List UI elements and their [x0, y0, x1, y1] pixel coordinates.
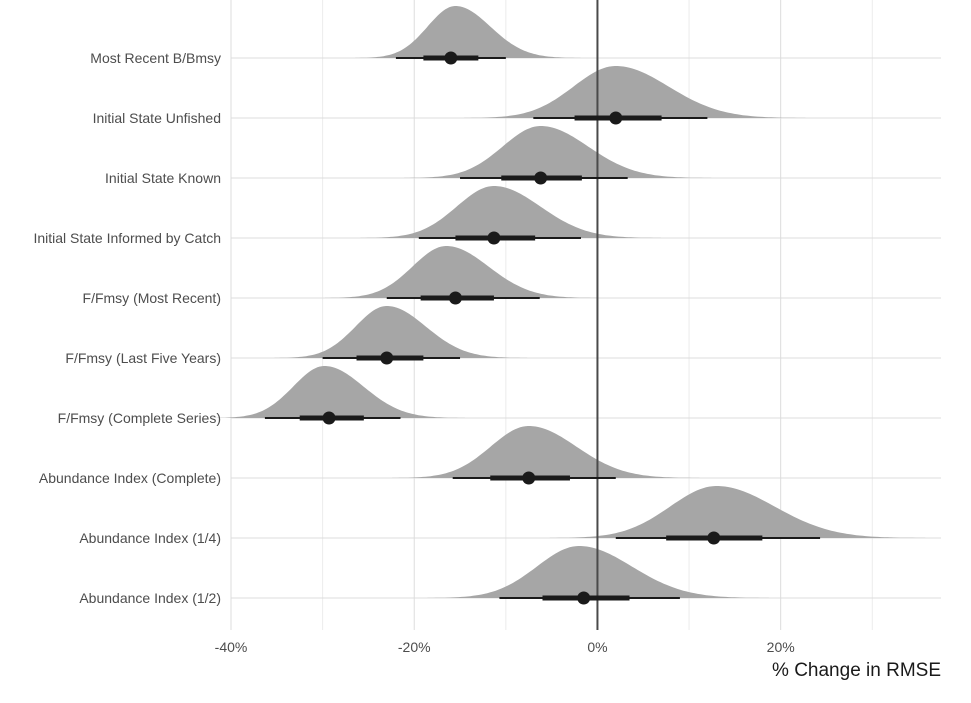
median-point [448, 291, 462, 305]
density-shape [355, 6, 581, 58]
category-label: F/Fmsy (Most Recent) [83, 290, 221, 306]
median-point [322, 411, 336, 425]
category-label: Abundance Index (Complete) [39, 470, 221, 486]
density-shape [274, 306, 528, 358]
interval-marks [264, 51, 821, 605]
density-shape [360, 186, 661, 238]
median-point [522, 471, 536, 485]
density-shape [404, 126, 712, 178]
x-tick-label: -20% [398, 639, 431, 655]
density-shape [212, 366, 465, 418]
median-point [707, 531, 721, 545]
x-axis-title: % Change in RMSE [772, 660, 941, 681]
median-point [380, 351, 394, 365]
category-label: F/Fmsy (Complete Series) [58, 410, 221, 426]
median-point [444, 51, 458, 65]
median-point [609, 111, 623, 125]
density-shape [549, 486, 926, 538]
category-label: Initial State Informed by Catch [33, 230, 221, 246]
category-label: Abundance Index (1/4) [79, 530, 221, 546]
median-point [534, 171, 548, 185]
median-point [577, 591, 591, 605]
density-shapes [212, 6, 926, 598]
median-point [487, 231, 501, 245]
category-label: F/Fmsy (Last Five Years) [65, 350, 221, 366]
category-label: Abundance Index (1/2) [79, 590, 221, 606]
x-tick-label: 20% [767, 639, 795, 655]
density-shape [324, 246, 598, 298]
density-shape [392, 426, 700, 478]
density-shape [464, 66, 806, 118]
category-label: Most Recent B/Bmsy [90, 50, 221, 66]
category-labels: Most Recent B/Bmsy Initial State Unfished… [33, 50, 221, 606]
x-tick-label: -40% [215, 639, 248, 655]
x-tick-labels: -40% -20% 0% 20% [215, 639, 795, 655]
category-label: Initial State Known [105, 170, 221, 186]
x-tick-label: 0% [587, 639, 607, 655]
category-label: Initial State Unfished [93, 110, 221, 126]
